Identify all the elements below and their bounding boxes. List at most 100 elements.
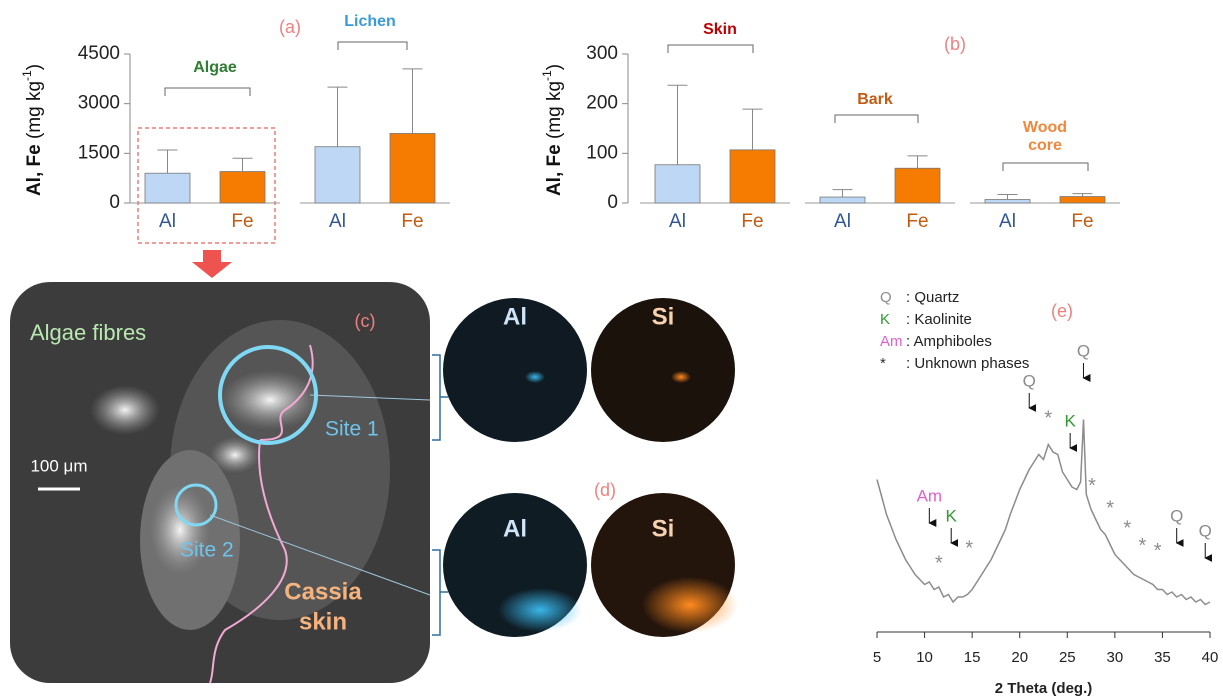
panel-tag: (c) (355, 311, 376, 331)
element-label: Si (652, 303, 675, 330)
bracket (668, 45, 753, 53)
bar (895, 168, 940, 203)
site-label: Site 1 (325, 418, 379, 441)
x-axis-label: 2 Theta (deg.) (995, 680, 1093, 697)
error-bar (668, 85, 688, 164)
legend-symbol: * (880, 355, 886, 372)
error-bar (743, 109, 763, 150)
peak-label: * (1044, 407, 1052, 429)
group-label-line: Wood (1023, 119, 1067, 136)
y-axis-label: Al, Fe (mg kg-1) (540, 64, 565, 196)
x-tick-label: Al (159, 211, 176, 232)
x-tick-label: Al (329, 211, 346, 232)
bracket (165, 88, 250, 96)
x-tick-label: 10 (916, 649, 933, 666)
group-label-line: core (1028, 137, 1062, 154)
error-bar (403, 69, 423, 134)
peak-label: * (965, 537, 973, 559)
y-tick-label: 0 (109, 192, 120, 213)
x-tick-label: Fe (741, 211, 763, 232)
x-tick-label: 35 (1154, 649, 1171, 666)
bar (820, 197, 865, 203)
image-label: skin (299, 608, 347, 635)
figure: (c) Algae fibres Site 1 Site 2 100 μm Ca… (0, 0, 1223, 699)
y-axis-label-part: Al, Fe (24, 144, 45, 196)
legend-symbol: K (880, 311, 890, 328)
peak-label: Q (1170, 506, 1183, 525)
legend-symbol: Am (880, 333, 903, 350)
legend-text: : Amphiboles (906, 333, 992, 350)
scale-label: 100 μm (30, 456, 87, 475)
bar (730, 150, 775, 203)
y-axis-label-part: -1 (540, 70, 554, 81)
y-axis-label-part: -1 (20, 70, 34, 81)
y-axis-label-part: (mg kg (544, 81, 565, 144)
y-axis-label-part: ) (24, 64, 45, 70)
bar (655, 165, 700, 203)
panel-tag: (e) (1051, 301, 1073, 321)
peak-label: * (1139, 535, 1147, 557)
y-tick-label: 0 (607, 192, 618, 213)
eds-maps (432, 298, 738, 657)
error-bar (1073, 194, 1093, 197)
peak-label: * (1154, 540, 1162, 562)
x-tick-label: 5 (873, 649, 881, 666)
x-tick-label: 15 (964, 649, 981, 666)
arrow (192, 250, 232, 278)
x-tick-label: 20 (1011, 649, 1028, 666)
scale-label: 50 μm (521, 441, 566, 458)
peak-label: * (1123, 517, 1131, 539)
x-tick-label: Fe (401, 211, 423, 232)
error-bar (998, 195, 1018, 200)
bracket (338, 42, 407, 50)
element-label: Si (652, 515, 675, 542)
x-tick-label: Fe (906, 211, 928, 232)
peak-label: Q (1077, 341, 1090, 360)
x-tick-label: Al (834, 211, 851, 232)
scale-label: 10 μm (662, 635, 707, 652)
peak-label: * (1088, 475, 1096, 497)
peak-label: * (935, 552, 943, 574)
element-label: Al (503, 515, 527, 542)
legend-text: : Unknown phases (906, 355, 1029, 372)
peak-label: Am (917, 486, 943, 505)
peak-label: Q (1023, 371, 1036, 390)
y-tick-label: 300 (586, 43, 618, 64)
bar (145, 173, 190, 203)
x-tick-label: Al (669, 211, 686, 232)
legend-symbol: Q (880, 289, 892, 306)
error-bar (233, 158, 253, 171)
y-tick-label: 4500 (78, 43, 120, 64)
x-tick-label: Fe (231, 211, 253, 232)
y-tick-label: 1500 (78, 142, 120, 163)
y-tick-label: 3000 (78, 93, 120, 114)
pattern-line (877, 420, 1210, 605)
bar (315, 147, 360, 203)
error-bar (158, 150, 178, 173)
y-axis-label-part: (mg kg (24, 81, 45, 144)
x-tick-label: Fe (1071, 211, 1093, 232)
group-label: Lichen (344, 13, 396, 30)
y-tick-label: 200 (586, 93, 618, 114)
y-axis-label: Al, Fe (mg kg-1) (20, 64, 45, 196)
panel-tag: (a) (279, 17, 301, 37)
legend-text: : Kaolinite (906, 311, 972, 328)
bar (220, 172, 265, 203)
error-bar (908, 156, 928, 168)
bracket (835, 115, 918, 123)
site-label: Site 2 (180, 539, 234, 562)
error-bar (833, 190, 853, 197)
peak-label: K (946, 506, 958, 525)
panel-tag: (d) (594, 480, 616, 500)
error-bar (328, 87, 348, 147)
y-axis-label-part: Al, Fe (544, 144, 565, 196)
bracket (1003, 163, 1088, 171)
group-label: Algae (193, 59, 237, 76)
x-tick-label: 25 (1059, 649, 1076, 666)
x-tick-label: 30 (1107, 649, 1124, 666)
peak-label: K (1064, 411, 1076, 430)
bar (390, 133, 435, 203)
y-tick-label: 100 (586, 142, 618, 163)
group-label: Bark (857, 91, 893, 108)
